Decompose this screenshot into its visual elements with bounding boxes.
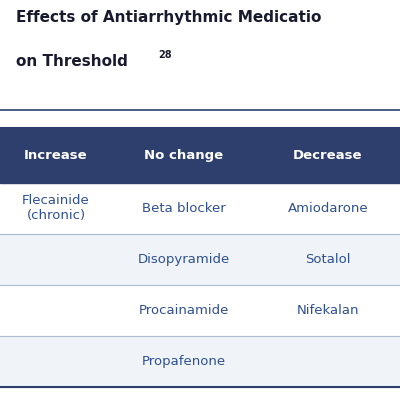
Text: No change: No change bbox=[144, 149, 224, 162]
Text: Procainamide: Procainamide bbox=[139, 304, 229, 316]
Text: Flecainide
(chronic): Flecainide (chronic) bbox=[22, 194, 90, 222]
Bar bbox=[0, 336, 400, 386]
Text: on Threshold: on Threshold bbox=[16, 54, 128, 69]
Bar bbox=[0, 128, 400, 182]
Text: Effects of Antiarrhythmic Medicatio: Effects of Antiarrhythmic Medicatio bbox=[16, 10, 321, 25]
Text: Increase: Increase bbox=[24, 149, 88, 162]
Text: 28: 28 bbox=[158, 50, 172, 60]
Bar bbox=[0, 234, 400, 284]
Text: Decrease: Decrease bbox=[293, 149, 363, 162]
Text: Beta blocker: Beta blocker bbox=[142, 202, 226, 214]
Text: Sotalol: Sotalol bbox=[305, 252, 351, 266]
Text: Propafenone: Propafenone bbox=[142, 354, 226, 368]
Text: Disopyramide: Disopyramide bbox=[138, 252, 230, 266]
Bar bbox=[0, 284, 400, 336]
Text: Amiodarone: Amiodarone bbox=[288, 202, 368, 214]
Bar bbox=[0, 182, 400, 234]
Text: Nifekalan: Nifekalan bbox=[297, 304, 359, 316]
